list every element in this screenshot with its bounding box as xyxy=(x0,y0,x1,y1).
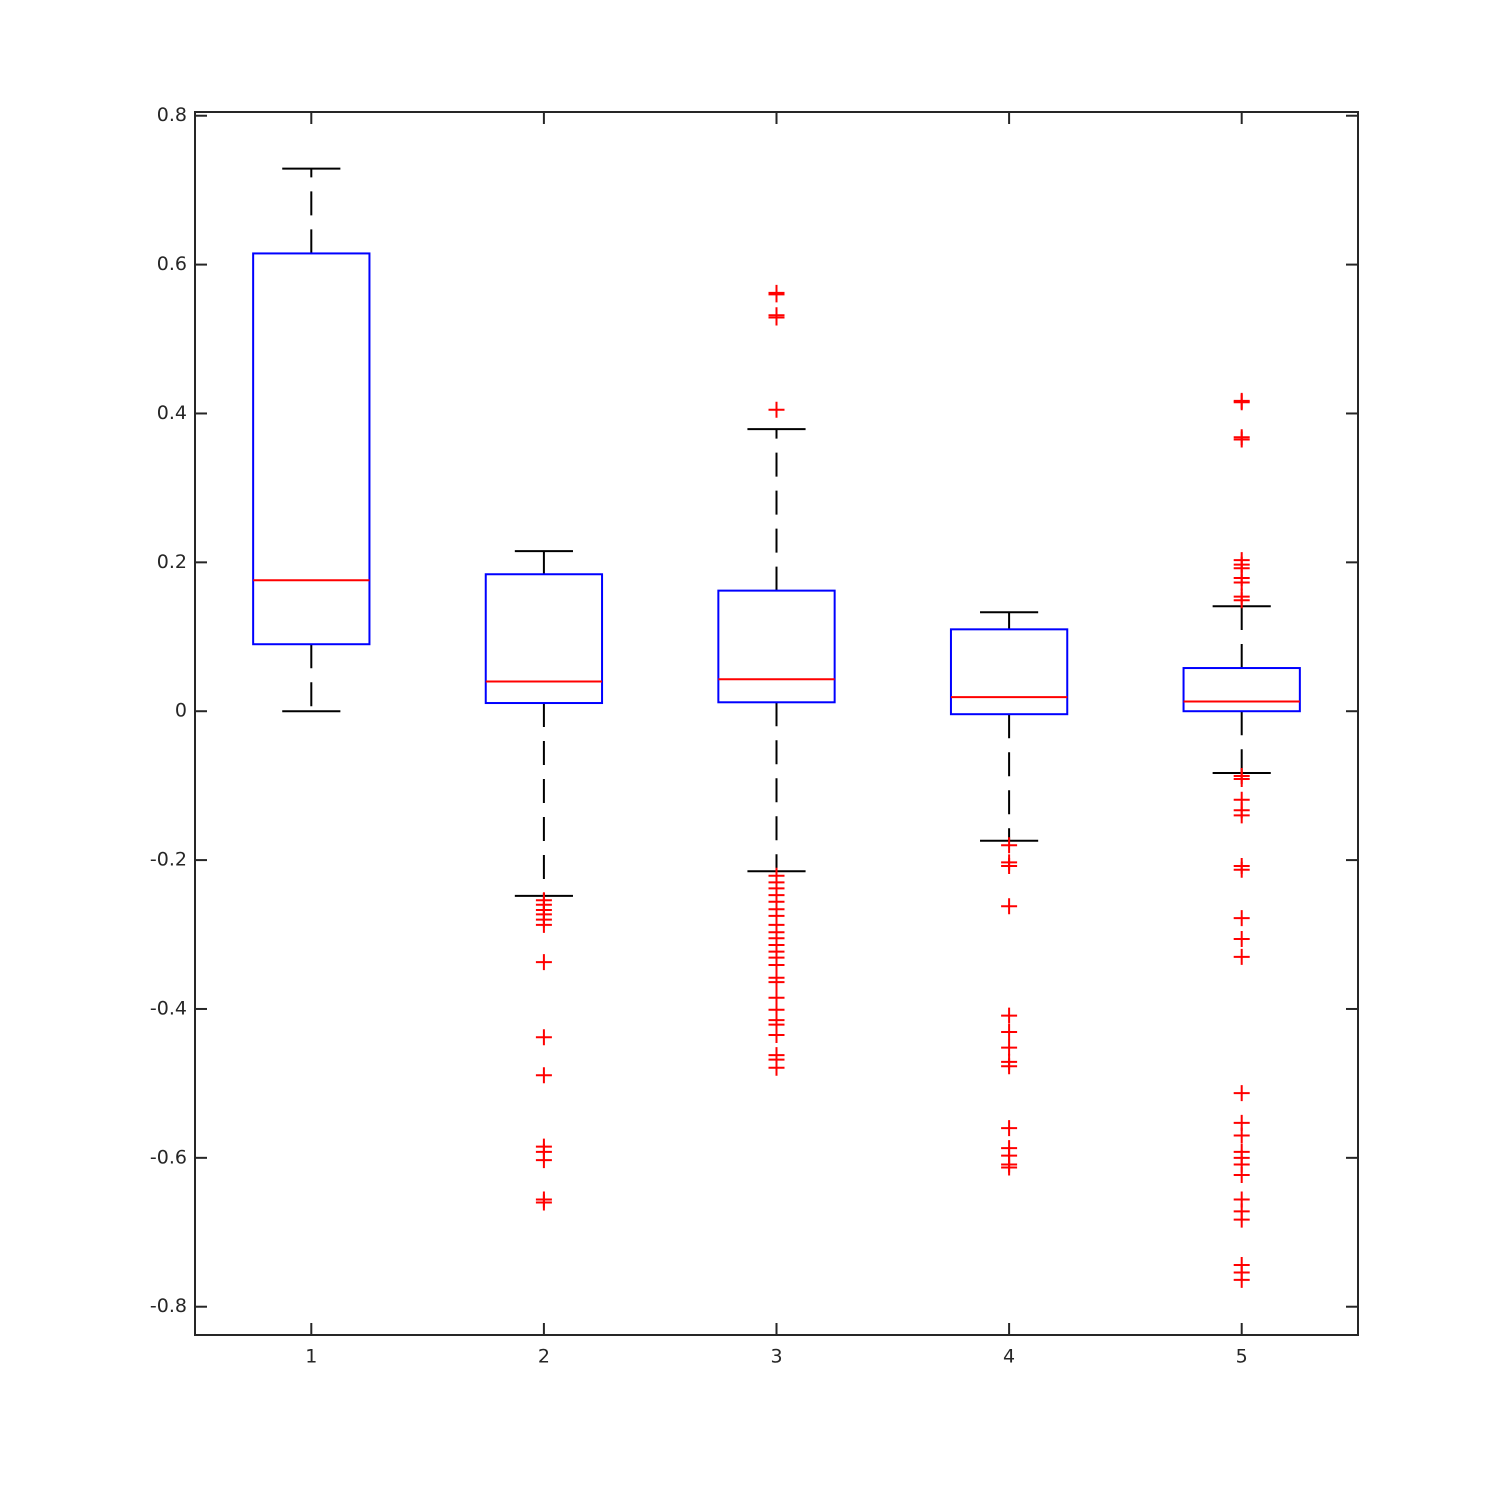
outlier xyxy=(768,1027,785,1044)
outlier xyxy=(1001,837,1018,854)
outlier xyxy=(1233,592,1250,609)
outlier xyxy=(535,916,552,933)
box xyxy=(717,589,836,704)
x-tick-label: 1 xyxy=(305,1346,317,1368)
outlier xyxy=(1233,394,1250,411)
outlier xyxy=(535,1194,552,1211)
outlier xyxy=(1001,1159,1018,1176)
y-tick-label: 0.2 xyxy=(157,551,187,573)
x-tick-label: 3 xyxy=(770,1346,782,1368)
outlier xyxy=(1001,898,1018,915)
outlier xyxy=(1001,1120,1018,1137)
outlier xyxy=(1233,1127,1250,1144)
box xyxy=(484,573,604,705)
outlier xyxy=(1233,948,1250,965)
outlier xyxy=(535,1029,552,1046)
outlier xyxy=(1233,930,1250,947)
y-tick-label: 0.4 xyxy=(157,402,187,424)
box xyxy=(1182,667,1301,713)
outlier xyxy=(1233,807,1250,824)
y-tick-label: -0.8 xyxy=(150,1295,187,1317)
outlier xyxy=(768,1059,785,1076)
box xyxy=(949,628,1069,716)
x-tick-label: 5 xyxy=(1236,1346,1248,1368)
outlier xyxy=(1233,1211,1250,1228)
outlier xyxy=(1233,431,1250,448)
outlier xyxy=(1233,574,1250,591)
outlier xyxy=(1001,1024,1018,1041)
outlier xyxy=(1233,861,1250,878)
outlier xyxy=(1233,1166,1250,1183)
outlier xyxy=(1233,770,1250,787)
outlier xyxy=(535,954,552,971)
outlier xyxy=(1001,1007,1018,1024)
outlier xyxy=(1233,1271,1250,1288)
outlier xyxy=(535,1067,552,1084)
x-tick-label: 2 xyxy=(538,1346,550,1368)
y-tick-label: -0.2 xyxy=(150,849,187,871)
outlier xyxy=(535,1152,552,1169)
outlier xyxy=(1233,910,1250,927)
y-tick-label: 0.8 xyxy=(157,104,187,126)
outlier xyxy=(768,309,785,326)
y-tick-label: 0 xyxy=(175,700,187,722)
outlier xyxy=(1001,1058,1018,1075)
y-tick-label: -0.6 xyxy=(150,1146,187,1168)
outlier xyxy=(768,401,785,418)
x-tick-label: 4 xyxy=(1003,1346,1015,1368)
y-tick-label: 0.6 xyxy=(157,253,187,275)
box xyxy=(252,252,371,646)
outlier xyxy=(1001,1039,1018,1056)
outlier xyxy=(1233,1085,1250,1102)
outlier xyxy=(768,286,785,303)
outlier xyxy=(1001,858,1018,875)
outlier xyxy=(768,974,785,991)
y-tick-label: -0.4 xyxy=(150,997,187,1019)
